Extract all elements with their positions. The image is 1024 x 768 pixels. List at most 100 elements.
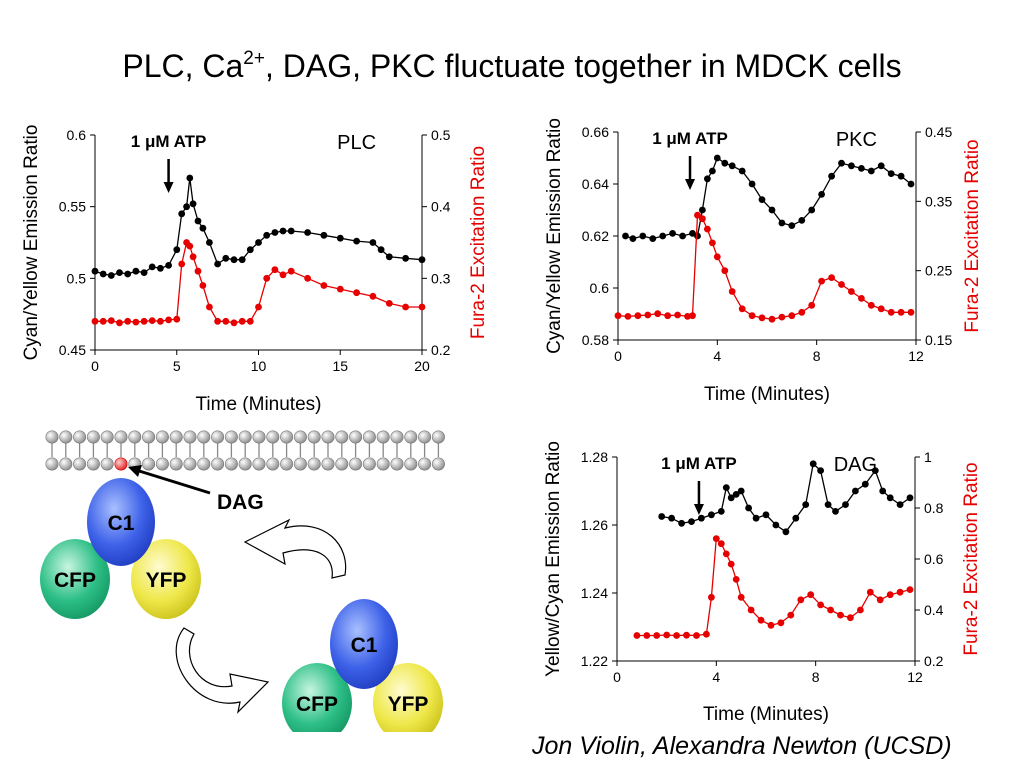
chart-2-series-1-point	[787, 611, 795, 619]
dag-chart: 0 4 8 12 1.22 1.24 1.26 1.28 0.2 0.4 0.6 0.8 1 Time (…	[543, 441, 982, 725]
chart-2-title: DAG	[834, 454, 877, 476]
chart-2-y2-tick-label: 0.8	[924, 500, 944, 516]
chart-2-series-1-point	[693, 632, 700, 639]
chart-1-series-1-point	[858, 295, 865, 302]
lipid-head-lower	[238, 457, 252, 471]
chart-0-series-0-point	[222, 254, 230, 262]
chart-2-series-0-point	[745, 504, 752, 512]
chart-2-series-1-point	[886, 591, 894, 599]
chart-2-series-1-point	[727, 560, 735, 568]
lipid-head-upper	[86, 430, 100, 444]
chart-2-x-tick-label: 12	[907, 669, 923, 685]
chart-2-series-1-point	[876, 596, 884, 604]
chart-0-series-0-point	[369, 239, 377, 246]
chart-0-atp-annotation: 1 μM ATP	[131, 132, 207, 151]
chart-0-series-1-point	[353, 289, 360, 297]
chart-2-series-0-point	[906, 494, 914, 502]
chart-0-series-1-point	[246, 317, 254, 325]
chart-1-series-0-point	[699, 206, 706, 214]
chart-1-x-axis-label: Time (Minutes)	[704, 384, 830, 405]
chart-2-series-1-point	[757, 616, 765, 624]
lipid-head-upper	[224, 430, 238, 444]
lipid-head-upper	[155, 430, 169, 444]
chart-0-series-1-point	[255, 303, 262, 311]
c1-label-bottom: C1	[351, 634, 378, 657]
lipid-head-lower	[100, 457, 114, 471]
chart-0-series-0-point	[186, 174, 194, 182]
chart-2-series-1-point	[633, 632, 641, 639]
chart-0-series-1-point	[124, 317, 132, 325]
lipid-head-upper	[376, 430, 390, 444]
lipid-head-upper	[390, 430, 404, 444]
chart-2-series-1-point	[777, 619, 785, 627]
chart-0-series-1-point	[189, 253, 197, 261]
chart-0-series-0-point	[246, 246, 254, 254]
chart-2-atp-arrowhead-icon	[693, 504, 704, 515]
chart-2-y2-tick-label: 0.2	[924, 653, 944, 669]
lipid-head-upper	[59, 430, 73, 444]
chart-2-x-tick-label: 0	[613, 669, 621, 685]
chart-0-series-0-point	[255, 239, 262, 246]
title-prefix: PLC, Ca	[122, 48, 244, 84]
chart-1-series-1-point	[768, 315, 776, 323]
chart-0-series-0-point	[238, 256, 246, 264]
chart-1-series-0-point	[639, 232, 647, 240]
chart-0-series-0-point	[124, 270, 132, 278]
lipid-head-lower	[321, 457, 335, 471]
chart-2-series-0-point	[762, 511, 770, 519]
chart-2-series-0-point	[752, 514, 760, 522]
chart-1-series-0-point	[778, 219, 786, 227]
chart-0-series-1-point	[91, 317, 99, 325]
chart-2-series-0-point	[896, 501, 904, 508]
chart-1-series-1-point	[848, 288, 855, 295]
chart-2-series-1-point	[683, 631, 690, 639]
chart-0-series-0-point	[287, 227, 295, 235]
chart-2-series-1-point	[866, 588, 874, 596]
chart-1-series-1-point	[674, 311, 681, 319]
cycle-arrow-lower-icon	[175, 627, 270, 714]
chart-0-series-1-point	[385, 300, 393, 307]
chart-2-series-1-point	[673, 632, 680, 639]
lipid-head-upper	[238, 430, 252, 444]
chart-2-series-1-point	[708, 593, 715, 601]
chart-2-series-0-point	[792, 514, 800, 522]
lipid-head-upper	[321, 430, 335, 444]
chart-1-y-tick-label: 0.64	[582, 176, 609, 192]
chart-1-series-1-point	[654, 310, 662, 318]
chart-1-series-0-point	[907, 180, 915, 188]
chart-1-series-1-point	[748, 312, 756, 320]
chart-1-series-0-point	[679, 232, 686, 240]
chart-1-atp-arrowhead-icon	[685, 179, 696, 190]
lipid-head-lower	[404, 457, 418, 471]
lipid-head-upper	[73, 430, 87, 444]
chart-1-x-tick-label: 0	[614, 348, 622, 364]
chart-1-series-0-point	[877, 162, 885, 170]
chart-0-series-0-point	[377, 246, 385, 254]
chart-0-series-1-point	[199, 282, 207, 289]
chart-2-series-0-point	[817, 467, 824, 474]
chart-0-series-1-point	[140, 317, 148, 325]
dag-label: DAG	[217, 491, 264, 514]
lipid-head-lower	[335, 457, 349, 471]
yfp-label-top: YFP	[146, 569, 187, 592]
chart-1-series-1-point	[634, 312, 642, 320]
lipid-head-upper	[114, 430, 128, 444]
chart-0-series-1-point	[148, 317, 156, 324]
chart-1-series-1-point	[808, 301, 816, 309]
chart-2-series-1-point	[896, 588, 904, 596]
chart-1-series-1-point	[713, 253, 721, 261]
chart-1-series-1-point	[838, 281, 845, 288]
chart-1-series-0-point	[808, 206, 816, 214]
lipid-head-upper	[266, 430, 280, 444]
chart-0-series-1-point	[116, 319, 123, 327]
chart-1-series-1-point	[828, 274, 835, 281]
chart-2-series-1-point	[747, 606, 755, 614]
chart-1-series-1-point	[728, 288, 736, 295]
lipid-head-lower	[362, 457, 376, 471]
lipid-head-upper	[349, 430, 363, 444]
cycle-arrow-upper-icon	[243, 518, 347, 579]
chart-1-series-1-point	[818, 277, 825, 285]
chart-1-series-1-point	[684, 313, 691, 320]
chart-2-series-1-point	[717, 540, 725, 548]
chart-2-series-0-point	[708, 511, 715, 519]
